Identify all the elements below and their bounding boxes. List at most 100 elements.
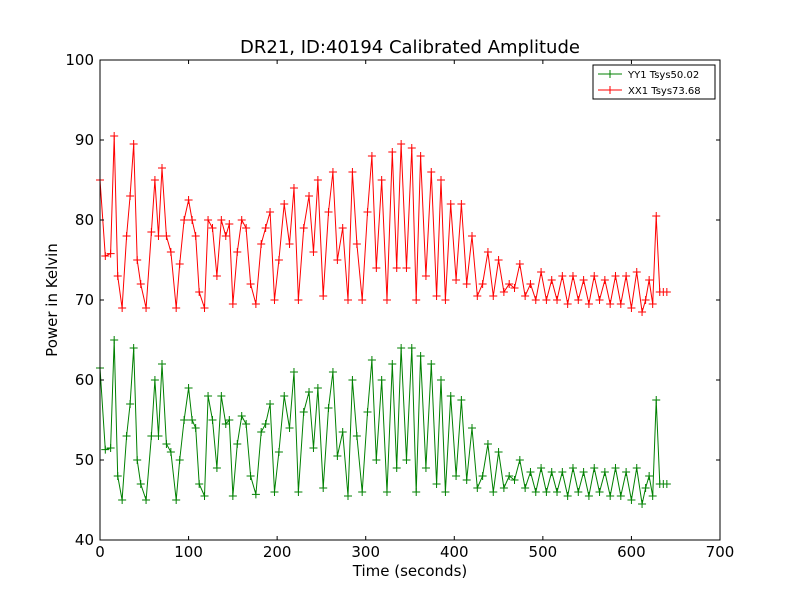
data-point	[363, 408, 372, 416]
data-point	[622, 468, 631, 476]
data-point	[289, 368, 298, 376]
data-point	[285, 240, 294, 248]
data-point	[280, 392, 289, 400]
data-point	[324, 404, 333, 412]
data-point	[510, 284, 519, 292]
data-point	[407, 144, 416, 152]
data-point	[494, 448, 503, 456]
data-point	[266, 208, 275, 216]
data-point	[510, 476, 519, 484]
data-point	[579, 468, 588, 476]
data-point	[309, 248, 318, 256]
data-point	[421, 464, 430, 472]
data-point	[136, 280, 145, 288]
x-tick-label: 300	[351, 543, 380, 561]
x-tick-label: 100	[174, 543, 203, 561]
legend-label: XX1 Tsys73.68	[628, 86, 701, 97]
data-point	[600, 468, 609, 476]
data-point	[212, 272, 221, 280]
data-point	[305, 192, 314, 200]
data-point	[221, 420, 230, 428]
x-tick-label: 400	[440, 543, 469, 561]
data-point	[162, 440, 171, 448]
data-point	[338, 428, 347, 436]
data-point	[118, 304, 127, 312]
data-point	[328, 368, 337, 376]
data-point	[382, 488, 391, 496]
data-point	[208, 416, 217, 424]
data-point	[212, 464, 221, 472]
data-point	[595, 296, 604, 304]
data-point	[558, 272, 567, 280]
data-point	[319, 484, 328, 492]
series-0	[96, 336, 671, 508]
data-point	[162, 232, 171, 240]
data-point	[251, 490, 260, 499]
data-point	[662, 288, 671, 296]
data-point	[274, 448, 283, 456]
data-point	[574, 296, 583, 304]
data-point	[188, 216, 197, 224]
data-point	[344, 492, 352, 500]
data-point	[118, 496, 127, 504]
legend-swatch-marker	[606, 86, 614, 94]
data-point	[441, 488, 450, 496]
data-point	[638, 308, 647, 316]
legend-swatch-marker	[606, 70, 614, 78]
data-point	[505, 280, 514, 288]
data-point	[338, 224, 347, 232]
data-point	[333, 452, 342, 460]
y-tick-label: 50	[75, 451, 94, 469]
data-point	[372, 264, 381, 272]
data-point	[150, 176, 159, 184]
data-point	[324, 208, 333, 216]
data-point	[246, 472, 255, 480]
legend-item: YY1 Tsys50.02	[598, 70, 699, 81]
data-point	[154, 432, 163, 440]
data-point	[237, 412, 246, 420]
data-point	[270, 488, 279, 496]
data-point	[568, 464, 577, 472]
y-tick-label: 70	[75, 291, 94, 309]
data-point	[584, 492, 593, 500]
data-point	[195, 480, 204, 488]
data-point	[478, 280, 487, 288]
data-point	[515, 260, 524, 268]
data-point	[483, 248, 492, 256]
data-point	[333, 256, 342, 264]
data-point	[367, 356, 376, 364]
data-point	[294, 296, 303, 304]
data-point	[457, 396, 466, 404]
data-point	[166, 448, 175, 456]
data-point	[606, 300, 615, 308]
x-tick-label: 600	[617, 543, 646, 561]
data-point	[188, 416, 197, 424]
data-point	[184, 196, 193, 204]
data-point	[313, 384, 322, 392]
data-point	[531, 296, 540, 304]
data-point	[416, 152, 425, 160]
data-point	[595, 488, 604, 496]
data-point	[574, 488, 583, 496]
data-point	[645, 472, 654, 480]
data-point	[584, 300, 593, 308]
data-point	[521, 484, 530, 492]
data-point	[478, 472, 487, 480]
data-point	[274, 256, 283, 264]
data-point	[122, 432, 131, 440]
data-point	[309, 444, 318, 452]
data-point	[142, 496, 151, 504]
data-point	[388, 360, 397, 368]
legend: YY1 Tsys50.02 XX1 Tsys73.68	[592, 64, 716, 100]
data-point	[110, 336, 119, 344]
data-point	[521, 292, 530, 300]
data-point	[228, 492, 237, 500]
data-point	[204, 392, 213, 400]
data-point	[645, 276, 654, 284]
data-point	[266, 400, 275, 408]
data-point	[358, 296, 367, 304]
series-layer	[96, 132, 671, 508]
data-point	[397, 140, 406, 148]
